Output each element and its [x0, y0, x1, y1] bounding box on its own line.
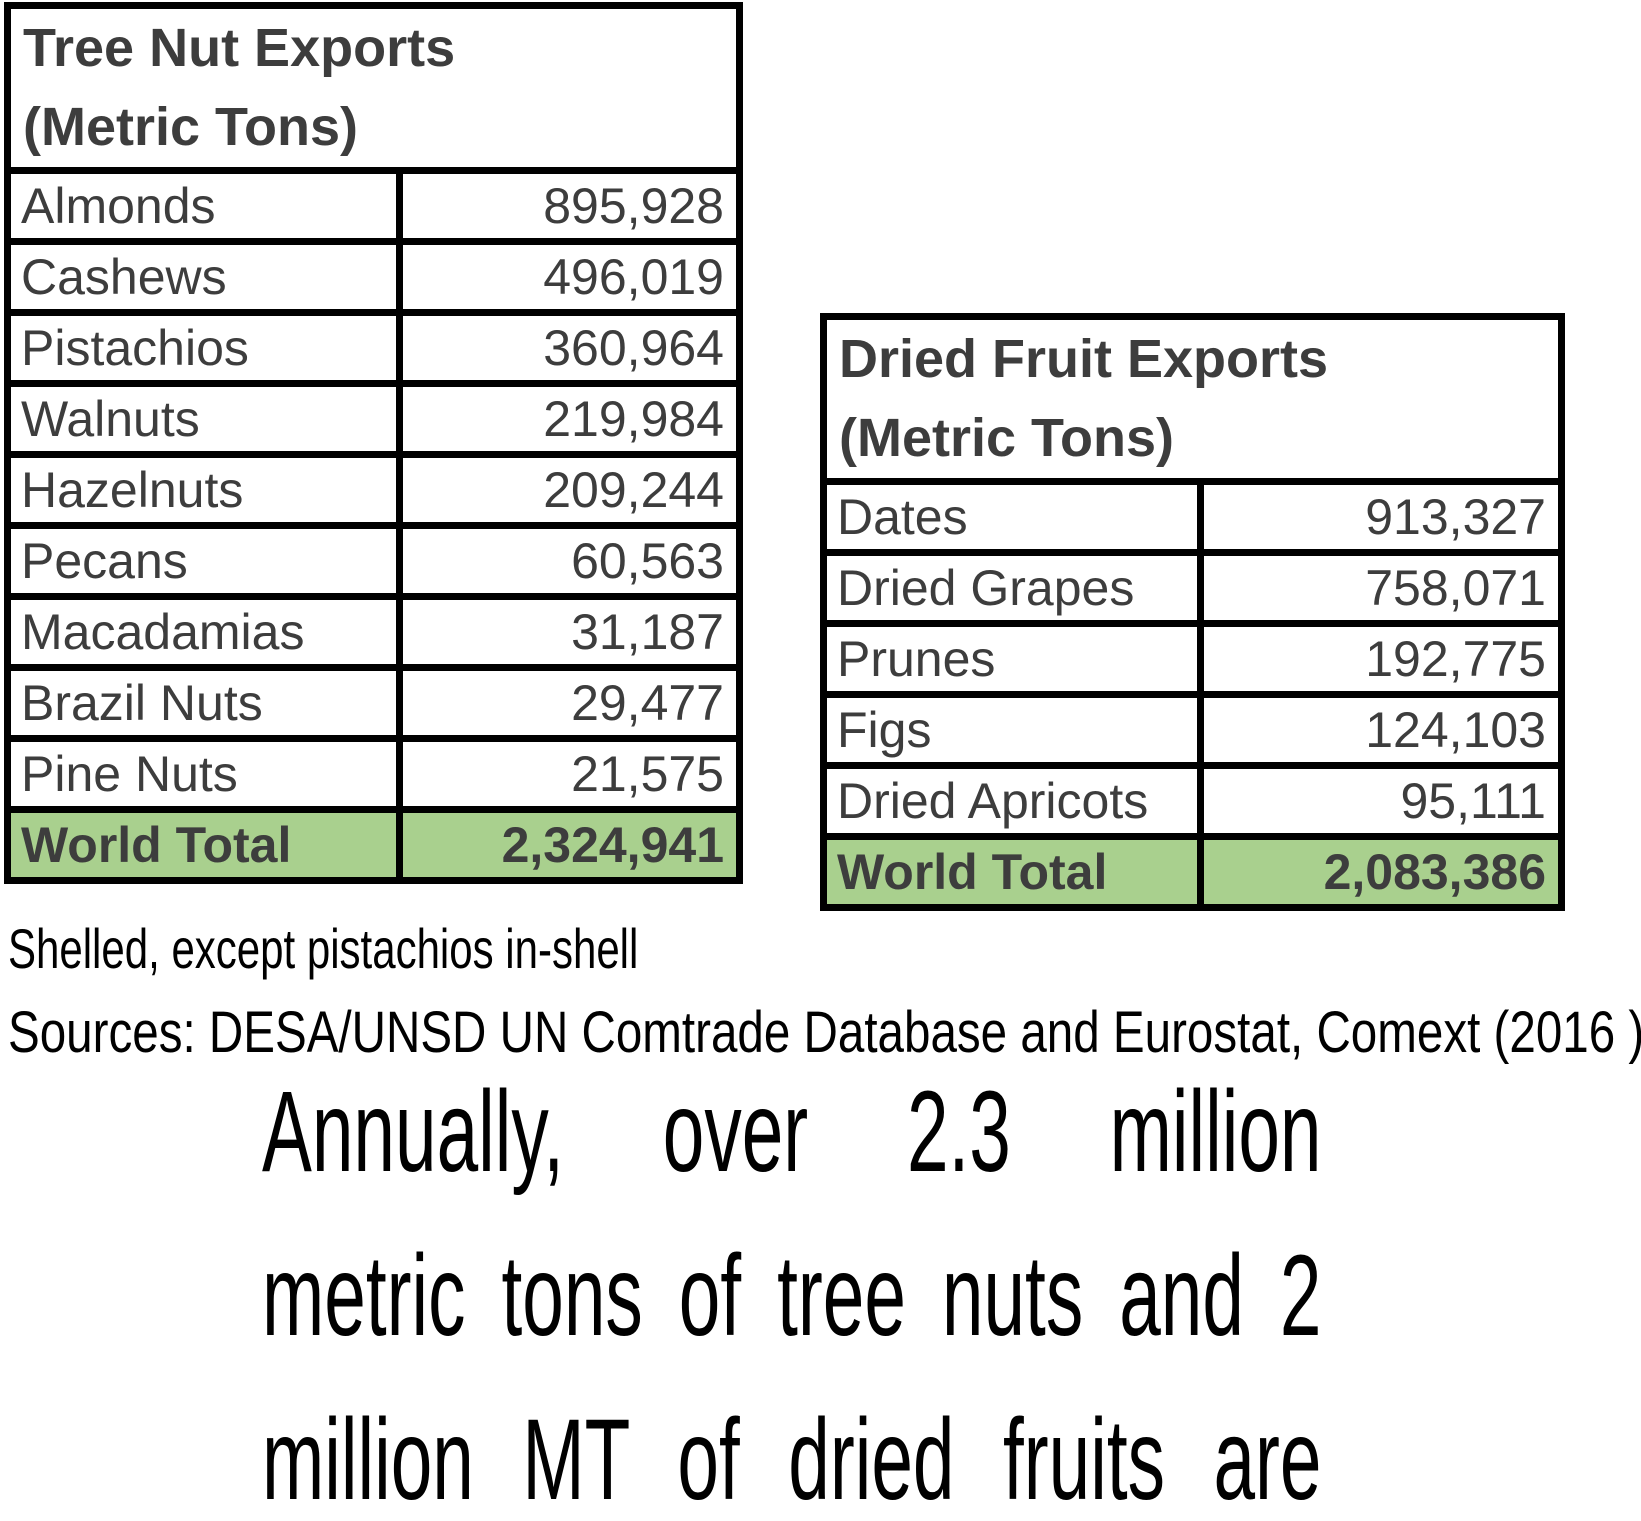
table-row: Brazil Nuts 29,477 — [4, 664, 743, 742]
tree-nut-title-line2: (Metric Tons) — [23, 97, 358, 157]
table-row: Pistachios 360,964 — [4, 309, 743, 387]
row-label: Hazelnuts — [4, 451, 403, 529]
dried-fruit-header-row: Dried Fruit Exports (Metric Tons) — [820, 313, 1565, 485]
world-total-label: World Total — [820, 833, 1204, 911]
row-label: Macadamias — [4, 593, 403, 671]
table-row: Cashews 496,019 — [4, 238, 743, 316]
table-row: Pecans 60,563 — [4, 522, 743, 600]
row-value: 124,103 — [1197, 691, 1565, 769]
caption-line-1: Annually, over 2.3 million — [262, 1068, 1322, 1196]
table-row: Dates 913,327 — [820, 478, 1565, 556]
row-label: Prunes — [820, 620, 1204, 698]
tree-nut-header-row: Tree Nut Exports (Metric Tons) — [4, 2, 743, 174]
row-label: Dried Grapes — [820, 549, 1204, 627]
dried-fruit-world-total-row: World Total 2,083,386 — [820, 833, 1565, 911]
world-total-value: 2,083,386 — [1197, 833, 1565, 911]
row-label: Walnuts — [4, 380, 403, 458]
table-row: Prunes 192,775 — [820, 620, 1565, 698]
row-value: 192,775 — [1197, 620, 1565, 698]
table-row: Almonds 895,928 — [4, 167, 743, 245]
row-value: 895,928 — [396, 167, 743, 245]
caption-line-3: million MT of dried fruits are — [262, 1396, 1322, 1521]
table-row: Figs 124,103 — [820, 691, 1565, 769]
row-label: Almonds — [4, 167, 403, 245]
row-label: Figs — [820, 691, 1204, 769]
dried-fruit-title-line1: Dried Fruit Exports — [839, 329, 1329, 389]
row-value: 219,984 — [396, 380, 743, 458]
row-value: 913,327 — [1197, 478, 1565, 556]
row-value: 758,071 — [1197, 549, 1565, 627]
row-value: 60,563 — [396, 522, 743, 600]
table-row: Hazelnuts 209,244 — [4, 451, 743, 529]
row-value: 21,575 — [396, 735, 743, 813]
row-value: 209,244 — [396, 451, 743, 529]
caption-paragraph: Annually, over 2.3 million metric tons o… — [262, 1050, 1322, 1521]
table-row: Macadamias 31,187 — [4, 593, 743, 671]
dried-fruit-exports-table: Dried Fruit Exports (Metric Tons) Dates … — [820, 313, 1565, 911]
table-row: Dried Grapes 758,071 — [820, 549, 1565, 627]
sources-footnote: Sources: DESA/UNSD UN Comtrade Database … — [8, 1000, 1641, 1065]
table-row: Pine Nuts 21,575 — [4, 735, 743, 813]
tree-nut-table-title: Tree Nut Exports (Metric Tons) — [4, 2, 743, 174]
row-label: Dried Apricots — [820, 762, 1204, 840]
caption-line-2: metric tons of tree nuts and 2 — [262, 1232, 1322, 1360]
dried-fruit-title-line2: (Metric Tons) — [839, 408, 1174, 468]
row-label: Pine Nuts — [4, 735, 403, 813]
row-label: Pistachios — [4, 309, 403, 387]
row-label: Cashews — [4, 238, 403, 316]
world-total-label: World Total — [4, 806, 403, 884]
row-value: 496,019 — [396, 238, 743, 316]
table-row: Walnuts 219,984 — [4, 380, 743, 458]
tree-nut-exports-table: Tree Nut Exports (Metric Tons) Almonds 8… — [4, 2, 743, 884]
tree-nut-world-total-row: World Total 2,324,941 — [4, 806, 743, 884]
row-value: 95,111 — [1197, 762, 1565, 840]
row-value: 29,477 — [396, 664, 743, 742]
tree-nut-title-line1: Tree Nut Exports — [23, 18, 456, 78]
table-row: Dried Apricots 95,111 — [820, 762, 1565, 840]
row-value: 360,964 — [396, 309, 743, 387]
dried-fruit-table-title: Dried Fruit Exports (Metric Tons) — [820, 313, 1565, 485]
shelled-footnote: Shelled, except pistachios in-shell — [8, 917, 639, 980]
row-label: Brazil Nuts — [4, 664, 403, 742]
row-label: Dates — [820, 478, 1204, 556]
world-total-value: 2,324,941 — [396, 806, 743, 884]
row-label: Pecans — [4, 522, 403, 600]
row-value: 31,187 — [396, 593, 743, 671]
